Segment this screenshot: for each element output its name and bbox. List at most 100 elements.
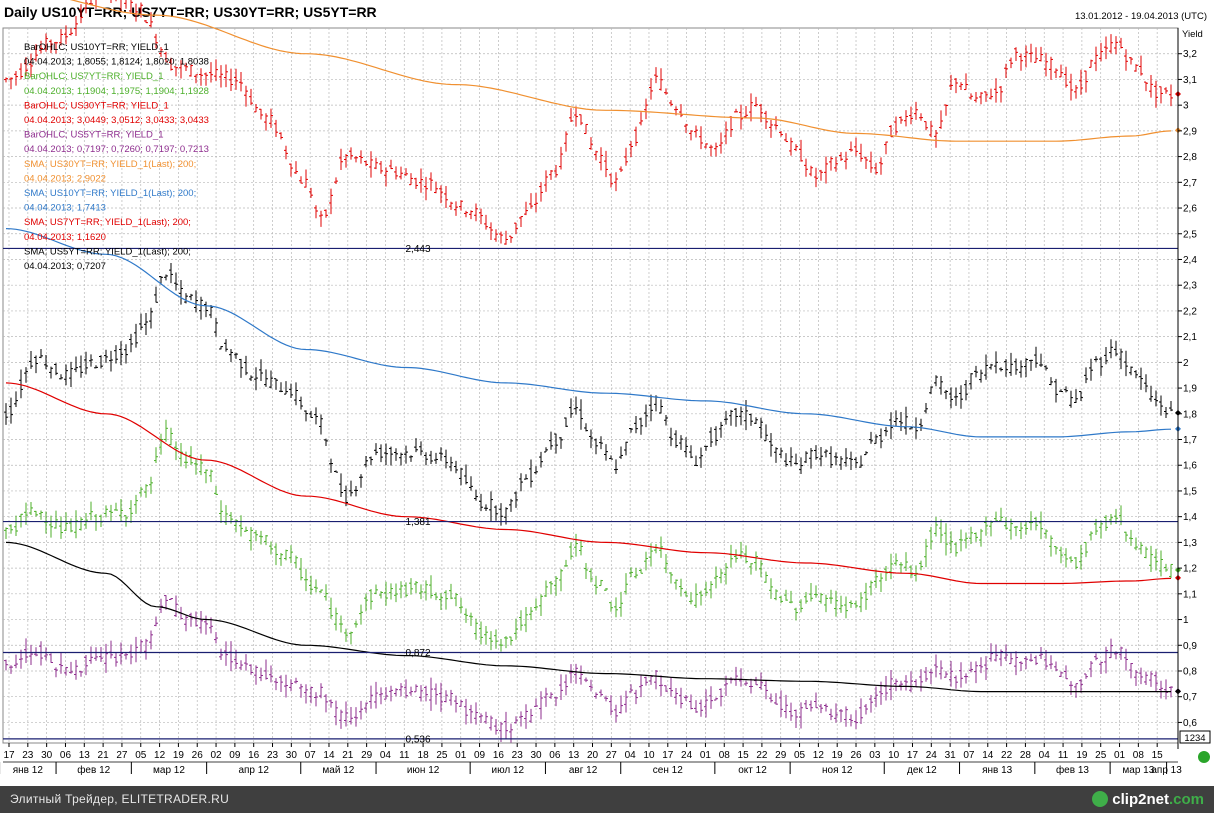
month-label: фев 12 bbox=[77, 764, 110, 776]
x-tick-label: 07 bbox=[305, 750, 317, 761]
ohlc-bar bbox=[409, 455, 413, 462]
ohlc-bar bbox=[1034, 346, 1038, 368]
ohlc-bar bbox=[624, 690, 628, 713]
ohlc-bar bbox=[744, 545, 748, 564]
ohlc-bar bbox=[95, 0, 97, 9]
ohlc-bar bbox=[329, 597, 333, 619]
ohlc-bar bbox=[759, 672, 763, 690]
ohlc-bar bbox=[124, 0, 127, 9]
ohlc-bar bbox=[199, 296, 203, 320]
ohlc-bar bbox=[659, 399, 663, 414]
legend-entry: 04.04.2013; 3,0449; 3,0512; 3,0433; 3,04… bbox=[24, 115, 209, 126]
ohlc-bar bbox=[624, 147, 628, 166]
ohlc-bar bbox=[144, 19, 148, 24]
ohlc-bar bbox=[664, 88, 668, 95]
ohlc-bar bbox=[954, 387, 958, 406]
ohlc-bar bbox=[224, 64, 228, 88]
ohlc-bar bbox=[634, 415, 638, 434]
x-tick-label: 06 bbox=[60, 750, 72, 761]
clip2net-logo[interactable]: clip2net.com bbox=[1092, 786, 1204, 813]
ohlc-bar bbox=[279, 382, 283, 393]
ohlc-bar bbox=[919, 418, 923, 432]
legend-entry: 04.04.2013; 1,1620 bbox=[24, 232, 106, 243]
ohlc-bar bbox=[64, 666, 68, 676]
ohlc-bar bbox=[154, 616, 158, 627]
ohlc-bar bbox=[679, 687, 683, 709]
ohlc-bar bbox=[759, 560, 763, 578]
ohlc-bar bbox=[59, 516, 63, 539]
ohlc-bar bbox=[34, 44, 38, 62]
ohlc-bar bbox=[979, 657, 983, 674]
ohlc-bar bbox=[304, 169, 308, 188]
ohlc-bar bbox=[574, 106, 578, 127]
ohlc-bar bbox=[669, 100, 673, 107]
ohlc-bar bbox=[334, 700, 338, 726]
ohlc-bar bbox=[1009, 652, 1013, 665]
ohlc-bar bbox=[149, 630, 153, 650]
ohlc-bar bbox=[429, 677, 433, 711]
ohlc-bar bbox=[1159, 395, 1163, 416]
ohlc-bar bbox=[904, 406, 908, 435]
ohlc-bar bbox=[934, 375, 938, 387]
ohlc-bar bbox=[719, 132, 723, 154]
ohlc-bar bbox=[629, 141, 633, 158]
ohlc-bar bbox=[669, 572, 673, 584]
ohlc-bar bbox=[554, 164, 558, 178]
ohlc-bar bbox=[624, 441, 628, 456]
ohlc-bar bbox=[54, 363, 58, 376]
ohlc-bar bbox=[244, 526, 248, 532]
ohlc-bar bbox=[1084, 673, 1088, 679]
ohlc-bar bbox=[1059, 546, 1063, 564]
ohlc-bar bbox=[209, 305, 213, 319]
ohlc-bar bbox=[359, 700, 363, 720]
ohlc-bar bbox=[444, 449, 448, 469]
ohlc-bar bbox=[449, 201, 453, 210]
ohlc-bar bbox=[619, 591, 623, 617]
ohlc-bar bbox=[599, 147, 603, 171]
ohlc-bar bbox=[49, 366, 53, 379]
ohlc-bar bbox=[34, 510, 38, 517]
ohlc-bar bbox=[694, 455, 698, 467]
ohlc-bar bbox=[59, 29, 63, 46]
ohlc-bar bbox=[1144, 546, 1148, 559]
ohlc-bar bbox=[454, 201, 458, 216]
ohlc-bar bbox=[954, 77, 958, 94]
x-tick-label: 27 bbox=[116, 750, 128, 761]
ohlc-bar bbox=[19, 369, 23, 399]
ohlc-bar bbox=[864, 704, 868, 715]
y-tick-label: 1,9 bbox=[1183, 384, 1197, 395]
ohlc-bar bbox=[644, 98, 648, 120]
x-tick-label: 10 bbox=[643, 750, 655, 761]
ohlc-bar bbox=[594, 150, 598, 161]
ohlc-bar bbox=[9, 397, 13, 424]
corner-box bbox=[1179, 730, 1211, 744]
ohlc-bar bbox=[924, 666, 928, 682]
ohlc-bar bbox=[244, 355, 248, 376]
ohlc-bar bbox=[774, 693, 778, 705]
ohlc-bar bbox=[739, 104, 743, 130]
ohlc-bar bbox=[209, 469, 213, 483]
ohlc-bar bbox=[189, 612, 193, 627]
ohlc-bar bbox=[504, 230, 508, 245]
ohlc-bar bbox=[834, 703, 838, 723]
ohlc-bar bbox=[579, 399, 583, 430]
ohlc-bar bbox=[949, 74, 953, 91]
ohlc-bar bbox=[39, 40, 43, 54]
ohlc-bar bbox=[669, 676, 673, 697]
x-tick-label: 19 bbox=[1076, 750, 1088, 761]
ohlc-bar bbox=[154, 33, 158, 49]
ohlc-bar bbox=[269, 108, 273, 128]
ohlc-bar bbox=[1124, 49, 1128, 71]
ohlc-bar bbox=[1104, 515, 1108, 531]
ohlc-bar bbox=[589, 679, 593, 692]
ohlc-bar bbox=[389, 583, 393, 600]
ohlc-bar bbox=[514, 716, 518, 724]
ohlc-bar bbox=[639, 112, 643, 126]
x-tick-label: 29 bbox=[775, 750, 787, 761]
x-tick-label: 24 bbox=[681, 750, 693, 761]
ohlc-bar bbox=[199, 68, 203, 86]
y-tick-label: 2,9 bbox=[1183, 126, 1197, 137]
x-tick-label: 15 bbox=[1152, 750, 1164, 761]
ohlc-bar bbox=[1039, 46, 1043, 62]
ohlc-bar bbox=[684, 590, 688, 597]
